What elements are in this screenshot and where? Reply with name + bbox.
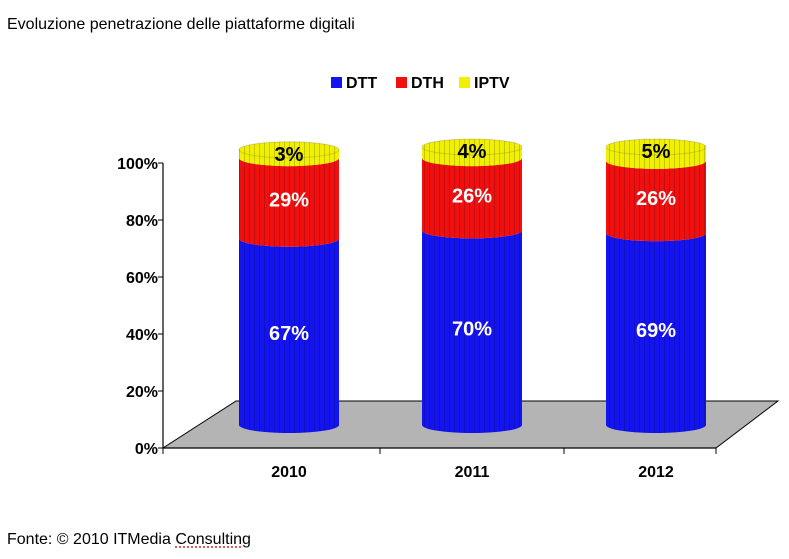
cylinder-2012: 69% 26% 5%: [605, 138, 707, 433]
legend-item-dtt: DTT: [331, 75, 377, 92]
bar-segment-iptv: [239, 149, 339, 167]
cylinder-2010: 67% 29% 3%: [238, 141, 340, 433]
legend-label: DTT: [346, 75, 377, 92]
y-tick-label: 100%: [117, 156, 158, 173]
data-label: 26%: [636, 188, 676, 210]
source-brand: Consulting: [175, 531, 251, 548]
y-tick-label: 60%: [126, 270, 158, 287]
y-tick-label: 40%: [126, 327, 158, 344]
cylinder-top-cap: [421, 138, 523, 156]
bar-segment-dth: [239, 158, 339, 247]
bar-segment-dth: [606, 160, 706, 242]
source-note: Fonte: © 2010 ITMedia Consulting: [7, 531, 251, 549]
chart-title: Evoluzione penetrazione delle piattaform…: [7, 16, 355, 33]
bar-segment-dtt: [606, 233, 706, 433]
cylinder-top-cap: [238, 141, 340, 159]
legend-label: IPTV: [474, 75, 510, 92]
cylinder-2011: 70% 26% 4%: [421, 138, 523, 433]
data-label: 26%: [452, 185, 492, 207]
bar-segment-dtt: [239, 238, 339, 433]
x-tick-label: 2010: [271, 464, 307, 481]
legend-item-dth: DTH: [396, 75, 444, 92]
data-label: 29%: [269, 189, 309, 211]
bar-segment-iptv: [422, 147, 522, 167]
source-prefix: Fonte: © 2010 ITMedia: [7, 531, 176, 548]
data-label: 67%: [269, 323, 309, 345]
legend-swatch: [396, 77, 407, 88]
data-label: 4%: [458, 141, 487, 163]
bar-segment-dth: [422, 158, 522, 239]
legend-swatch: [459, 77, 470, 88]
cylinder-top-cap: [605, 138, 707, 156]
legend-label: DTH: [411, 75, 444, 92]
bar-segment-dtt: [422, 230, 522, 433]
y-tick-label: 80%: [126, 213, 158, 230]
bar-segment-iptv: [606, 147, 706, 169]
y-tick-label: 20%: [126, 384, 158, 401]
legend-swatch: [331, 77, 342, 88]
x-tick-label: 2012: [638, 464, 674, 481]
y-tick-label: 0%: [135, 441, 158, 458]
data-label: 3%: [275, 144, 304, 166]
data-label: 70%: [452, 319, 492, 341]
x-tick-label: 2011: [455, 464, 490, 481]
data-label: 5%: [642, 141, 671, 163]
data-label: 69%: [636, 320, 676, 342]
legend-item-iptv: IPTV: [459, 75, 510, 92]
